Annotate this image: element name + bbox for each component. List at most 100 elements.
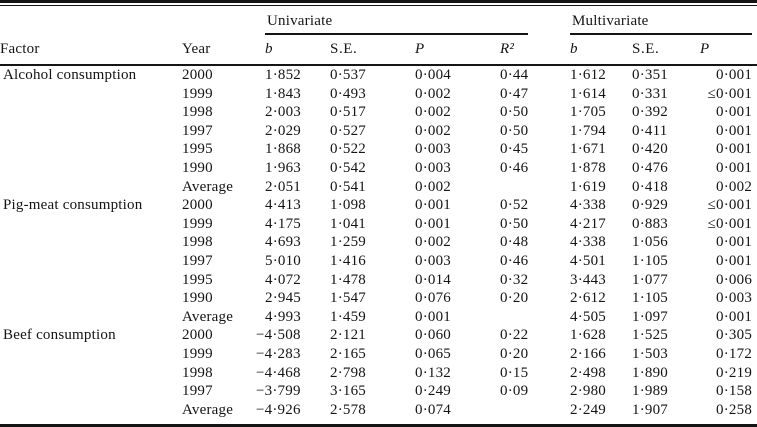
factor-cell [0,271,182,290]
uni-b-cell: 2·003 [265,104,301,121]
col-header-year: Year [182,35,265,66]
uni-se-cell: 1·547 [330,290,366,307]
uni-b-cell: 5·010 [265,252,301,269]
multi-se-cell: 0·392 [632,104,668,121]
col-header-uni-p: P [415,35,500,66]
factor-cell [0,122,182,141]
multi-b-cell: 2·498 [570,364,606,381]
uni-se-cell: 2·798 [330,364,366,381]
uni-p-cell: 0·001 [415,215,451,232]
multi-b-cell: 1·619 [570,178,606,195]
multi-se-cell: 1·077 [632,271,668,288]
multi-se-cell: 1·503 [632,345,668,362]
univariate-group-rule [265,33,528,35]
multi-p-cell: 0·001 [716,104,753,121]
multivariate-group-cell: Multivariate [570,6,757,35]
table-row: Pig-meat consumption 2000 4·413 1·098 0·001 0… [0,196,757,215]
table-row: 1990 1·963 0·542 0·003 0·46 1·878 0·476 0·001 [0,159,757,178]
year-cell: Average [182,178,234,195]
multi-b-cell: 4·217 [570,215,606,232]
multi-p-cell: 0·305 [716,327,753,344]
table-row: 1995 4·072 1·478 0·014 0·32 3·443 1·077 0·006 [0,271,757,290]
factor-cell [0,382,182,401]
uni-se-cell: 2·121 [330,327,366,344]
multi-p-cell: 0·258 [716,401,753,418]
r-squared-cell: 0·20 [500,345,529,362]
multi-se-cell: 0·929 [632,197,668,214]
col-header-multi-p: P [700,35,757,66]
uni-se-cell: 0·522 [330,141,366,158]
factor-cell [0,85,182,104]
multi-p-cell: 0·006 [716,271,753,288]
r-squared-cell: 0·45 [500,141,529,158]
r-squared-cell [500,178,570,197]
table-row: 1999 −4·283 2·165 0·065 0·20 2·166 1·503 0·172 [0,345,757,364]
uni-se-cell: 2·165 [330,345,366,362]
multi-se-cell: 0·418 [632,178,668,195]
table-row: Average 4·993 1·459 0·001 4·505 1·097 0·001 [0,308,757,327]
uni-b-cell: 1·963 [265,159,301,176]
multi-p-cell: 0·001 [716,252,753,269]
year-cell: 1999 [182,215,213,232]
col-header-multi-se: S.E. [632,35,700,66]
year-cell: 1997 [182,383,213,400]
year-cell: 1999 [182,85,213,102]
multi-p-cell: 0·001 [716,141,753,158]
year-cell: 1995 [182,141,213,158]
table-row: 1999 1·843 0·493 0·002 0·47 1·614 0·331 ≤0·001 [0,85,757,104]
multi-p-cell: 0·172 [716,345,753,362]
multi-b-cell: 2·249 [570,401,606,418]
r-squared-cell: 0·46 [500,159,529,176]
multi-b-cell: 1·614 [570,85,606,102]
multi-b-cell: 2·612 [570,290,606,307]
multi-p-cell: 0·001 [716,308,753,325]
factor-cell [0,159,182,178]
uni-b-cell: −4·926 [256,401,301,418]
multi-se-cell: 1·105 [632,252,668,269]
uni-se-cell: 1·416 [330,252,366,269]
year-cell: 1998 [182,234,213,251]
uni-p-cell: 0·076 [415,290,451,307]
table-row: 1999 4·175 1·041 0·001 0·50 4·217 0·883 ≤0·001 [0,215,757,234]
r-squared-cell: 0·47 [500,85,529,102]
table-row: Average 2·051 0·541 0·002 1·619 0·418 0·002 [0,178,757,197]
uni-se-cell: 0·527 [330,122,366,139]
uni-p-cell: 0·003 [415,159,451,176]
multi-b-cell: 1·705 [570,104,606,121]
uni-se-cell: 1·098 [330,197,366,214]
multi-b-cell: 4·338 [570,234,606,251]
uni-se-cell: 1·478 [330,271,366,288]
multi-se-cell: 1·525 [632,327,668,344]
year-cell: 1997 [182,122,213,139]
multi-b-cell: 4·338 [570,197,606,214]
multivariate-group-rule [570,33,753,35]
multi-se-cell: 1·890 [632,364,668,381]
multi-b-cell: 2·166 [570,345,606,362]
r-squared-cell: 0·20 [500,290,529,307]
multi-se-cell: 1·056 [632,234,668,251]
uni-b-cell: 1·852 [265,67,301,83]
uni-b-cell: 4·993 [265,308,301,325]
uni-b-cell: 2·051 [265,178,301,195]
multi-p-cell: 0·158 [716,383,753,400]
multi-p-cell: 0·001 [716,234,753,251]
r-squared-cell: 0·50 [500,215,529,232]
uni-p-cell: 0·002 [415,85,451,102]
year-cell: 1998 [182,364,213,381]
uni-p-cell: 0·001 [415,197,451,214]
r-squared-cell: 0·15 [500,364,529,381]
multi-b-cell: 2·980 [570,383,606,400]
multi-b-cell: 1·671 [570,141,606,158]
factor-cell: Pig-meat consumption [3,197,143,214]
r-squared-cell: 0·48 [500,234,529,251]
multi-se-cell: 0·331 [632,85,668,102]
col-header-uni-b: b [265,35,330,66]
uni-se-cell: 0·537 [330,67,366,83]
year-cell: 1990 [182,290,213,307]
r-squared-cell: 0·09 [500,383,529,400]
factor-cell [0,289,182,308]
table-row: 1997 −3·799 3·165 0·249 0·09 2·980 1·989 0·158 [0,382,757,401]
univariate-group-label: Univariate [267,13,333,29]
uni-b-cell: 1·868 [265,141,301,158]
multivariate-group-label: Multivariate [572,13,649,29]
